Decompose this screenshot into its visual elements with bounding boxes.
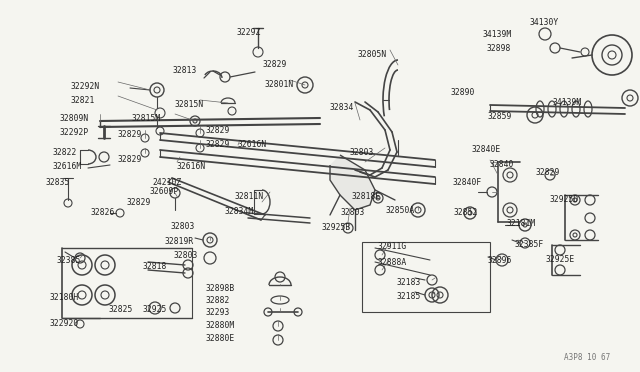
Text: 32818E: 32818E	[352, 192, 381, 201]
Text: 32801N: 32801N	[265, 80, 294, 89]
Text: 32829: 32829	[206, 140, 230, 149]
Text: 32818: 32818	[143, 262, 168, 271]
Text: 24210Z: 24210Z	[152, 178, 181, 187]
Text: 32880E: 32880E	[206, 334, 236, 343]
Text: 32829: 32829	[263, 60, 287, 69]
Text: 32896: 32896	[488, 256, 513, 265]
Text: 32385: 32385	[57, 256, 81, 265]
Text: 32898: 32898	[487, 44, 511, 53]
Text: 32911G: 32911G	[378, 242, 407, 251]
Text: 34139M: 34139M	[483, 30, 512, 39]
Text: 32803: 32803	[174, 251, 198, 260]
Text: 32840: 32840	[490, 160, 515, 169]
Text: 32811N: 32811N	[235, 192, 264, 201]
Text: 32829: 32829	[118, 130, 142, 139]
Text: 32925: 32925	[143, 305, 168, 314]
Text: 34139M: 34139M	[553, 98, 582, 107]
Text: 32850A: 32850A	[386, 206, 415, 215]
Text: 32882: 32882	[206, 296, 230, 305]
Polygon shape	[330, 155, 375, 210]
Text: 32925E: 32925E	[546, 255, 575, 264]
Text: 32840E: 32840E	[472, 145, 501, 154]
Text: 32815M: 32815M	[132, 114, 161, 123]
Text: 32805N: 32805N	[358, 50, 387, 59]
Text: 32181M: 32181M	[507, 219, 536, 228]
Text: 32813: 32813	[173, 66, 197, 75]
Text: 32292P: 32292P	[60, 128, 89, 137]
Text: 32829: 32829	[118, 155, 142, 164]
Text: 32829: 32829	[536, 168, 561, 177]
Text: 32609P: 32609P	[150, 187, 179, 196]
Text: 32898B: 32898B	[206, 284, 236, 293]
Text: 32821: 32821	[71, 96, 95, 105]
Text: 32840F: 32840F	[453, 178, 483, 187]
Text: 34130Y: 34130Y	[530, 18, 559, 27]
Bar	[362, 242, 490, 312]
Text: 322920: 322920	[50, 319, 79, 328]
Text: A3P8 10 67: A3P8 10 67	[564, 353, 610, 362]
Text: 32292N: 32292N	[71, 82, 100, 91]
Text: 32803: 32803	[171, 222, 195, 231]
Text: 32180H: 32180H	[50, 293, 79, 302]
Text: 32829: 32829	[206, 126, 230, 135]
Text: 32616N: 32616N	[238, 140, 268, 149]
Text: 32859: 32859	[488, 112, 513, 121]
Text: 32385F: 32385F	[515, 240, 544, 249]
Text: 32888A: 32888A	[378, 258, 407, 267]
Text: 32826: 32826	[91, 208, 115, 217]
Text: 32825: 32825	[109, 305, 133, 314]
Text: 32815N: 32815N	[175, 100, 204, 109]
Text: 32183: 32183	[397, 278, 421, 287]
Text: 32834M: 32834M	[225, 207, 254, 216]
Text: 32803: 32803	[350, 148, 374, 157]
Text: 32852: 32852	[454, 208, 478, 217]
Text: 32616M: 32616M	[53, 162, 83, 171]
Text: 3229Z: 3229Z	[237, 28, 261, 37]
Text: 32293: 32293	[206, 308, 230, 317]
Text: 32616N: 32616N	[177, 162, 206, 171]
Text: 32890: 32890	[451, 88, 476, 97]
Text: 32819R: 32819R	[165, 237, 195, 246]
Text: 32803: 32803	[341, 208, 365, 217]
Text: 32880M: 32880M	[206, 321, 236, 330]
Text: 32185: 32185	[397, 292, 421, 301]
Text: 32835: 32835	[46, 178, 70, 187]
Text: 32822: 32822	[53, 148, 77, 157]
Text: 32925B: 32925B	[322, 223, 351, 232]
Text: 32809N: 32809N	[60, 114, 89, 123]
Text: 32925D: 32925D	[550, 195, 579, 204]
Text: 32829: 32829	[127, 198, 152, 207]
Text: 32834: 32834	[330, 103, 355, 112]
